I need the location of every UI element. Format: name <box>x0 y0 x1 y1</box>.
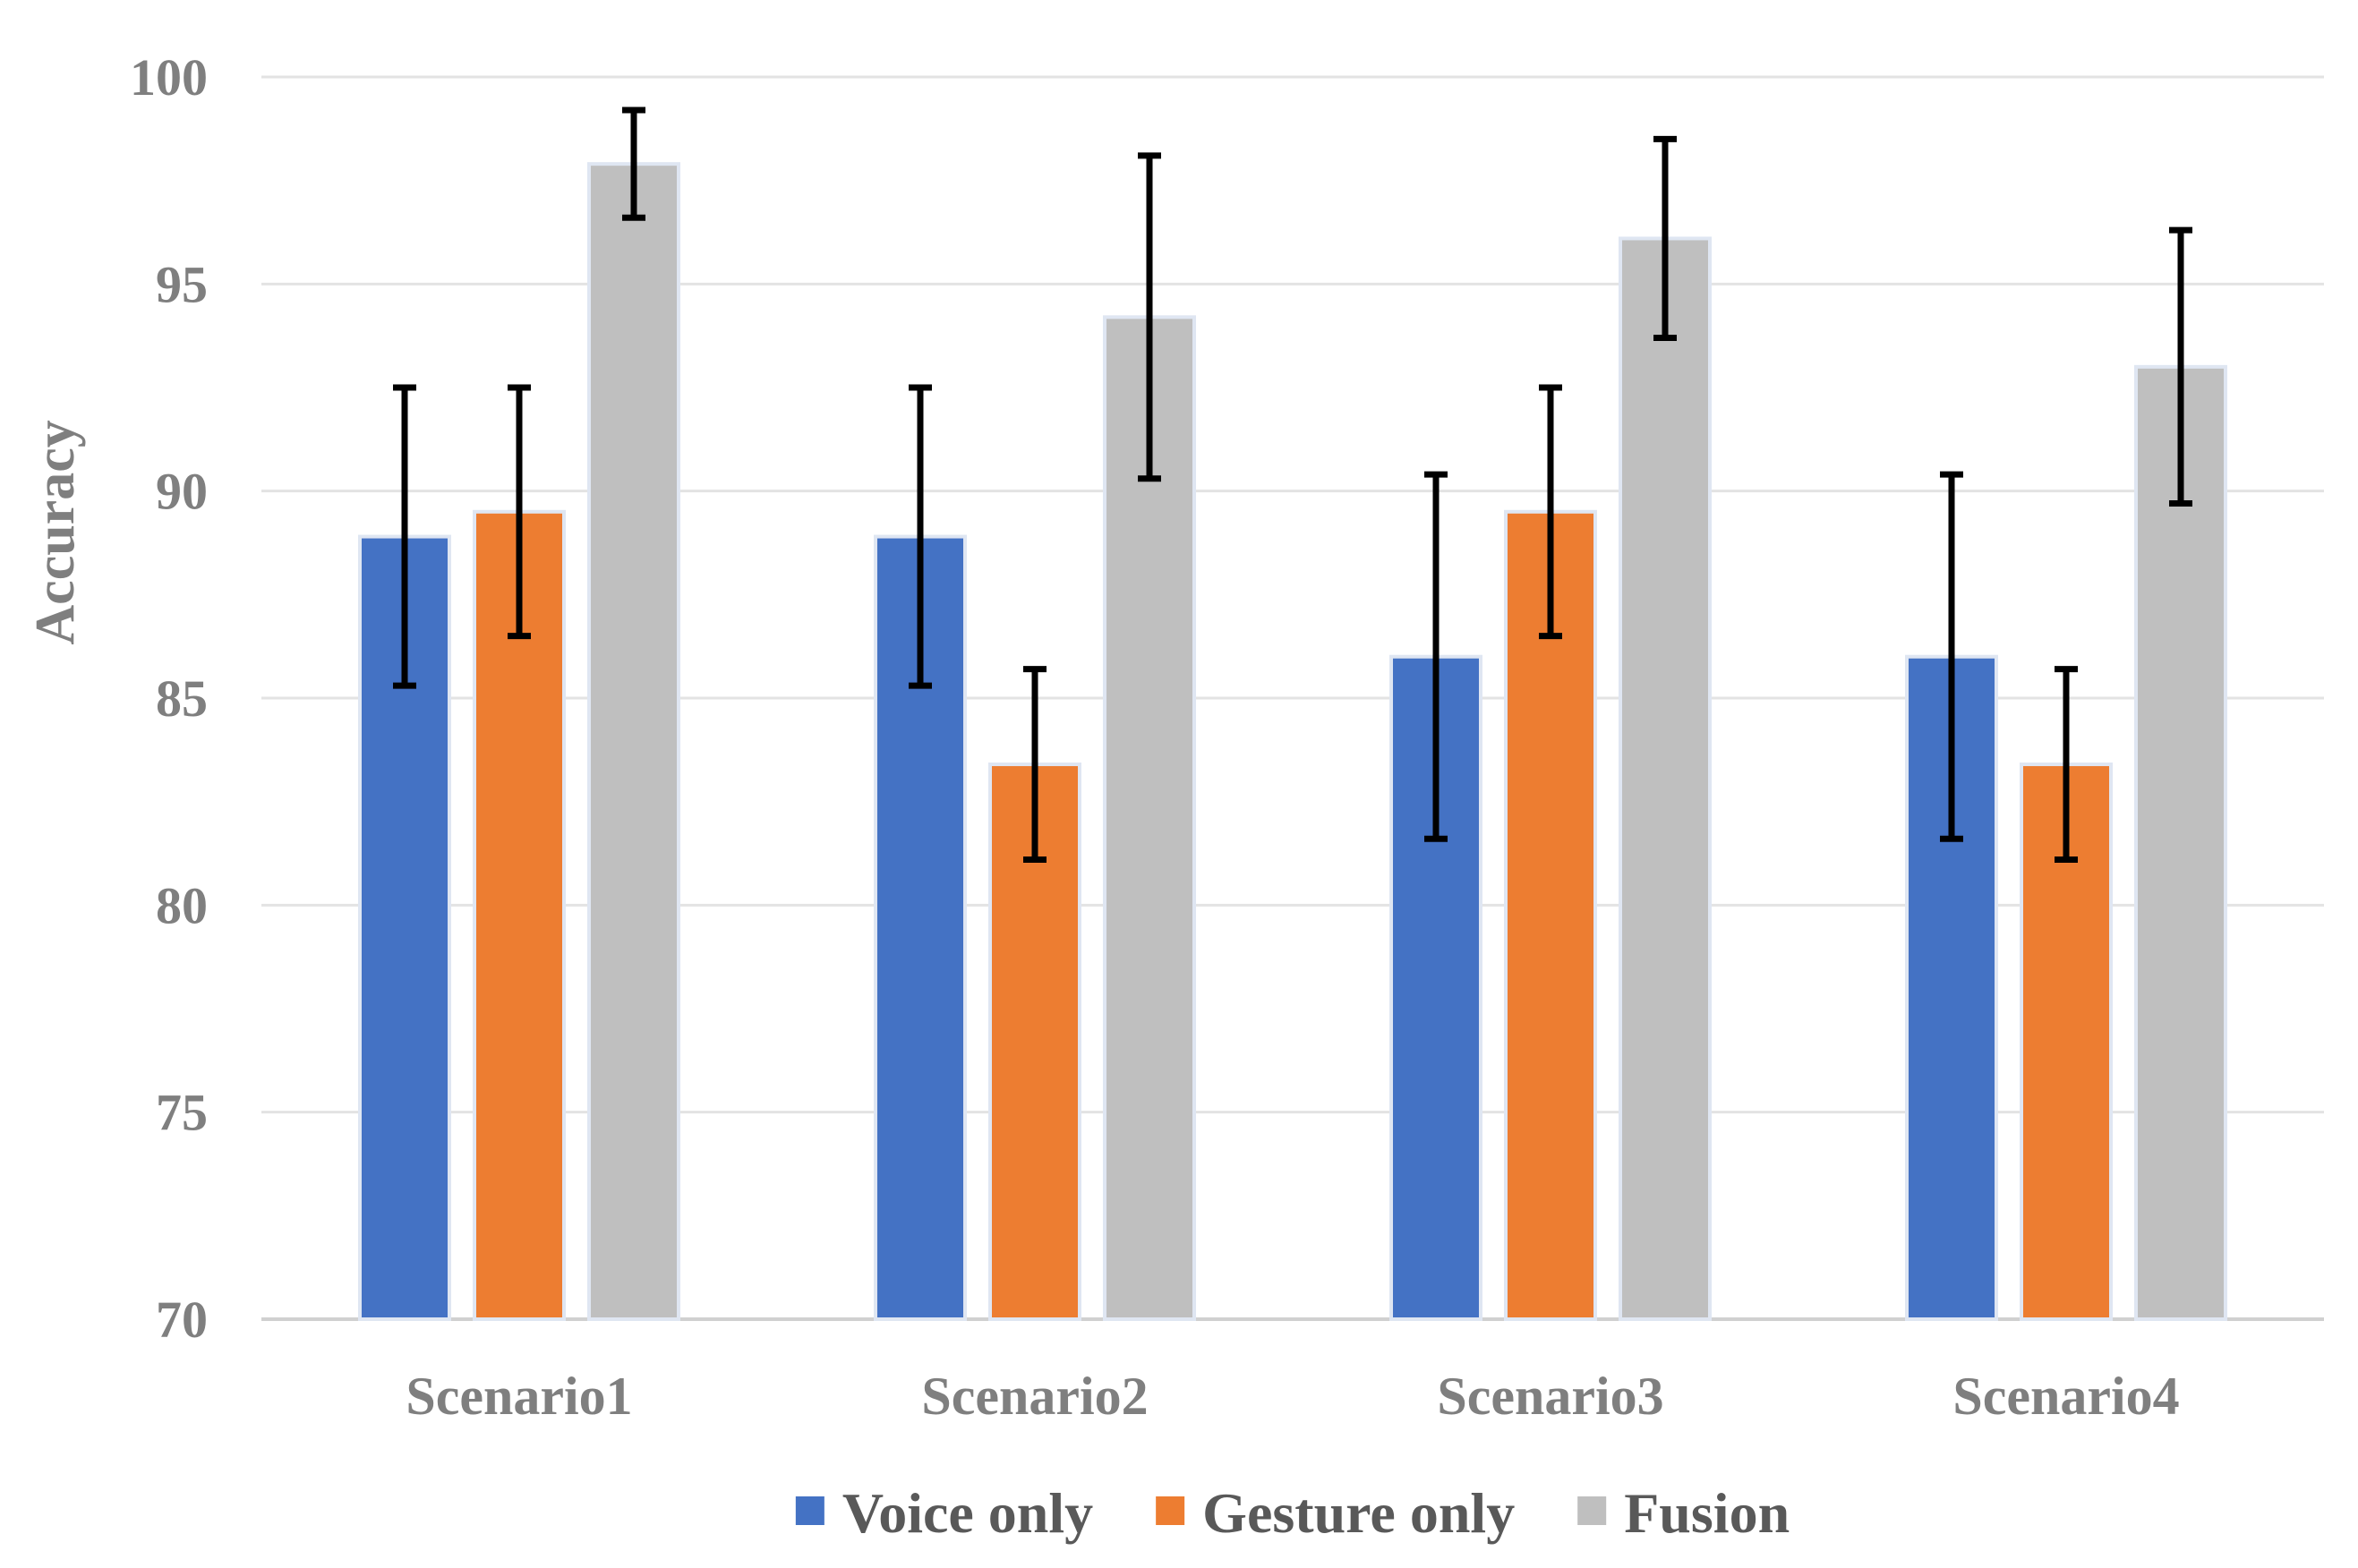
legend-swatch <box>795 1496 824 1525</box>
y-axis-ticks: 70 75 80 85 90 95 100 <box>130 48 208 1349</box>
x-category-label: Scenario1 <box>406 1367 632 1426</box>
legend-label: Gesture only <box>1202 1481 1515 1545</box>
error-bar <box>1138 152 1161 482</box>
error-bars <box>393 107 2192 863</box>
x-axis-categories: Scenario1 Scenario2 Scenario3 Scenario4 <box>406 1367 2179 1426</box>
error-bar <box>1023 666 1047 863</box>
bar <box>2134 364 2227 1321</box>
legend: Voice only Gesture only Fusion <box>795 1481 1790 1545</box>
y-axis-title: Accuracy <box>25 420 86 644</box>
bar <box>1103 315 1196 1321</box>
error-bar <box>1539 384 1562 640</box>
x-category-label: Scenario2 <box>921 1367 1148 1426</box>
bar <box>587 162 680 1321</box>
error-bar <box>1940 471 1963 842</box>
error-bar <box>2055 666 2078 863</box>
y-tick-label: 70 <box>156 1291 208 1349</box>
legend-swatch <box>1577 1496 1607 1525</box>
y-tick-label: 75 <box>156 1084 208 1142</box>
x-category-label: Scenario4 <box>1952 1367 2179 1426</box>
error-bar <box>2169 226 2192 507</box>
y-tick-label: 80 <box>156 876 208 934</box>
y-tick-label: 90 <box>156 463 208 521</box>
y-tick-label: 85 <box>156 669 208 728</box>
legend-label: Voice only <box>842 1481 1093 1545</box>
y-tick-label: 100 <box>130 48 208 107</box>
error-bar <box>393 384 416 689</box>
legend-swatch <box>1156 1496 1185 1525</box>
legend-item: Fusion <box>1577 1481 1790 1545</box>
error-bar <box>622 107 645 221</box>
bar <box>473 509 566 1321</box>
bars <box>358 162 2227 1322</box>
y-tick-label: 95 <box>156 255 208 313</box>
error-bar <box>508 384 531 640</box>
bar <box>1504 509 1597 1321</box>
error-bar <box>909 384 932 689</box>
gridlines <box>261 75 2324 1321</box>
legend-item: Voice only <box>795 1481 1093 1545</box>
error-bar <box>1424 471 1448 842</box>
legend-item: Gesture only <box>1156 1481 1515 1545</box>
error-bar <box>1653 135 1677 341</box>
x-category-label: Scenario3 <box>1437 1367 1663 1426</box>
bar <box>1619 236 1712 1322</box>
legend-label: Fusion <box>1624 1481 1790 1545</box>
bar <box>1905 654 1998 1321</box>
